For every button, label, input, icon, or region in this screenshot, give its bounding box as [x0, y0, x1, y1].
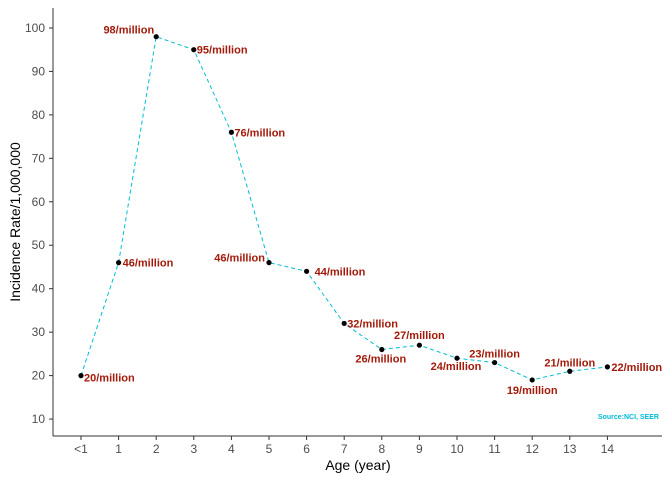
data-labels: 20/million 46/million 98/million 95/million…	[84, 25, 662, 397]
axes	[52, 8, 662, 437]
x-tick-label: 14	[601, 442, 615, 456]
data-label: 46/million	[214, 253, 265, 265]
data-point	[379, 346, 385, 353]
data-label: 46/million	[123, 258, 174, 270]
x-tick-label: <1	[74, 442, 88, 456]
data-label: 98/million	[103, 25, 154, 37]
data-point	[529, 377, 535, 383]
data-point	[341, 320, 347, 327]
series-line	[80, 36, 608, 381]
data-label: 27/million	[394, 330, 445, 342]
data-point	[191, 47, 197, 53]
x-tick-label: 7	[341, 442, 348, 456]
x-tick-label: 12	[526, 442, 540, 456]
y-tick-label: 80	[32, 108, 46, 122]
y-ticks: 10 20 30 40 50 60 70 80 90 100	[25, 21, 53, 426]
x-tick-label: 5	[266, 442, 273, 456]
x-tick-label: 13	[563, 442, 577, 456]
y-tick-label: 20	[32, 369, 46, 383]
data-point	[416, 342, 422, 348]
x-tick-label: 10	[450, 442, 464, 456]
data-label: 76/million	[234, 127, 285, 139]
y-tick-label: 40	[32, 282, 46, 296]
x-tick-label: 3	[190, 442, 197, 456]
x-tick-label: 4	[228, 442, 235, 456]
data-point	[153, 34, 159, 40]
data-label: 95/million	[197, 45, 248, 57]
data-point	[454, 355, 460, 361]
y-tick-label: 100	[25, 21, 45, 35]
data-label: 21/million	[544, 357, 595, 369]
data-point	[78, 373, 84, 379]
y-tick-label: 90	[32, 64, 46, 78]
x-tick-label: 2	[153, 442, 160, 456]
y-tick-label: 50	[32, 238, 46, 252]
data-point	[228, 129, 234, 135]
data-points	[78, 34, 611, 383]
x-tick-label: 11	[488, 442, 501, 456]
source-annotation: Source:NCI, SEER	[598, 414, 659, 421]
x-tick-label: 6	[303, 442, 310, 456]
data-label: 24/million	[431, 361, 482, 373]
x-ticks: <1 1 2 3 4 5 6 7 8 9 10 11 12 13 14	[74, 436, 614, 456]
data-point	[604, 364, 611, 370]
x-tick-label: 8	[378, 442, 385, 456]
data-label: 23/million	[469, 349, 520, 361]
data-label: 19/million	[507, 385, 558, 397]
data-point	[266, 260, 272, 266]
y-tick-label: 60	[32, 195, 46, 209]
x-tick-label: 9	[416, 442, 423, 456]
data-label: 32/million	[347, 318, 398, 330]
data-point	[116, 260, 122, 266]
data-label: 20/million	[84, 373, 135, 385]
y-axis-title: Incidence Rate/1,000,000	[7, 142, 23, 302]
y-tick-label: 30	[32, 325, 46, 339]
data-point	[567, 368, 573, 374]
x-tick-label: 1	[115, 442, 122, 456]
y-tick-label: 10	[32, 412, 46, 426]
data-point	[304, 268, 310, 274]
x-axis-title: Age (year)	[325, 457, 390, 473]
y-tick-label: 70	[32, 151, 46, 165]
data-label: 44/million	[315, 266, 366, 278]
data-label: 22/million	[611, 362, 662, 374]
data-label: 26/million	[355, 354, 406, 366]
data-point	[492, 359, 498, 366]
